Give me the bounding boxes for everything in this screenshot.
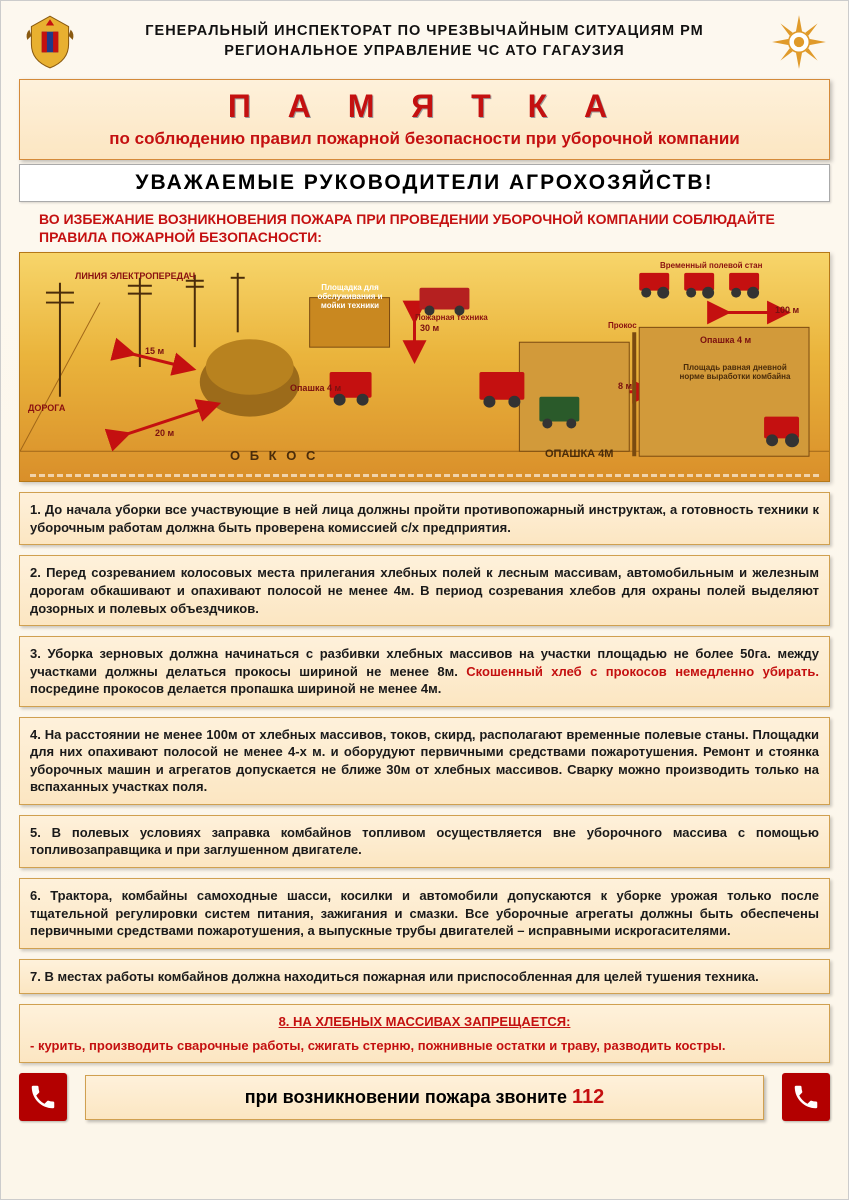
diagram-label-100m: 100 м [775,305,799,315]
diagram-label-obkos: О Б К О С [230,448,318,463]
diagram-label-opashka4m: ОПАШКА 4М [545,448,613,460]
rule-3-b: Скошенный хлеб с прокосов немедленно уби… [466,664,819,679]
diagram-label-powerline: ЛИНИЯ ЭЛЕКТРОПЕРЕДАЧ [75,271,195,281]
title-sub: по соблюдению правил пожарной безопаснос… [30,129,819,149]
phone-icon-right [782,1073,830,1121]
phone-icon-left [19,1073,67,1121]
subheader: УВАЖАЕМЫЕ РУКОВОДИТЕЛИ АГРОХОЗЯЙСТВ! [19,164,830,202]
rule-7: 7. В местах работы комбайнов должна нахо… [19,959,830,995]
diagram-label-service: Площадка для обслуживания и мойки техник… [313,283,387,310]
header-line1: ГЕНЕРАЛЬНЫЙ ИНСПЕКТОРАТ ПО ЧРЕЗВЫЧАЙНЫМ … [81,22,768,42]
diagram-label-opashka1: Опашка 4 м [290,383,341,393]
rule-1: 1. До начала уборки все участвующие в не… [19,492,830,545]
rule-8-body: - курить, производить сварочные работы, … [30,1037,819,1055]
rule-2: 2. Перед созреванием колосовых места при… [19,555,830,626]
intro-text: ВО ИЗБЕЖАНИЕ ВОЗНИКНОВЕНИЯ ПОЖАРА ПРИ ПР… [19,208,830,252]
state-emblem-icon [19,11,81,73]
rule-8: 8. НА ХЛЕБНЫХ МАССИВАХ ЗАПРЕЩАЕТСЯ: - ку… [19,1004,830,1063]
rule-8-title: 8. НА ХЛЕБНЫХ МАССИВАХ ЗАПРЕЩАЕТСЯ: [279,1014,571,1029]
diagram-label-20m: 20 м [155,428,174,438]
diagram-label-firetruck: Пожарная техника [415,313,488,322]
rule-3-c: посредине прокосов делается пропашка шир… [30,681,441,696]
header-line2: РЕГИОНАЛЬНОЕ УПРАВЛЕНИЕ ЧС АТО ГАГАУЗИЯ [81,42,768,62]
diagram-label-tempcamp: Временный полевой стан [660,261,762,270]
diagram-label-prokos: Прокос [608,321,637,330]
diagram-label-30m: 30 м [420,323,439,333]
footer-text: при возникновении пожара звоните [245,1087,572,1107]
title-box: П А М Я Т К А по соблюдению правил пожар… [19,79,830,160]
header-text: ГЕНЕРАЛЬНЫЙ ИНСПЕКТОРАТ ПО ЧРЕЗВЫЧАЙНЫМ … [81,22,768,61]
footer-number: 112 [572,1086,604,1108]
diagram-label-8m: 8 м [618,381,632,391]
footer-row: при возникновении пожара звоните 112 [19,1073,830,1121]
diagram-label-15m: 15 м [145,346,164,356]
header-row: ГЕНЕРАЛЬНЫЙ ИНСПЕКТОРАТ ПО ЧРЕЗВЫЧАЙНЫМ … [19,11,830,73]
emergency-emblem-icon [768,11,830,73]
diagram-label-road: ДОРОГА [28,403,65,413]
rule-5: 5. В полевых условиях заправка комбайнов… [19,815,830,868]
footer-box: при возникновении пожара звоните 112 [85,1075,764,1120]
rule-6: 6. Трактора, комбайны самоходные шасси, … [19,878,830,949]
field-diagram: ЛИНИЯ ЭЛЕКТРОПЕРЕДАЧ ДОРОГА О Б К О С 15… [19,252,830,482]
diagram-label-opashka2: Опашка 4 м [700,335,751,345]
rule-4: 4. На расстоянии не менее 100м от хлебны… [19,717,830,805]
rule-3: 3. Уборка зерновых должна начинаться с р… [19,636,830,707]
diagram-dash-border [30,474,819,477]
title-main: П А М Я Т К А [30,88,819,125]
diagram-label-daily: Площадь равная дневной норме выработки к… [675,363,795,381]
